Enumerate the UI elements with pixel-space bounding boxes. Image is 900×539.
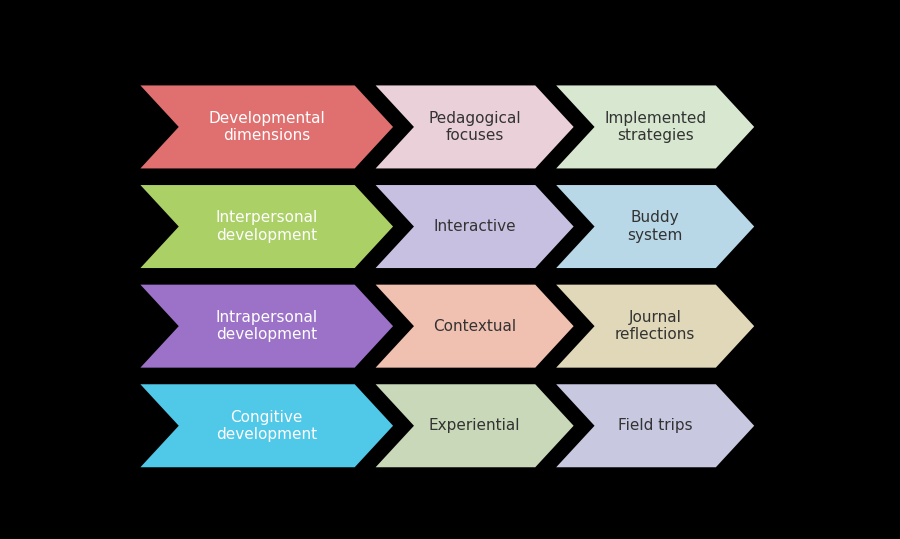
Text: Buddy
system: Buddy system — [627, 210, 683, 243]
Polygon shape — [375, 86, 573, 168]
Polygon shape — [375, 285, 573, 368]
Polygon shape — [556, 185, 754, 268]
Text: Intrapersonal
development: Intrapersonal development — [216, 310, 318, 342]
Text: Field trips: Field trips — [618, 418, 692, 433]
Text: Implemented
strategies: Implemented strategies — [604, 110, 707, 143]
Polygon shape — [140, 86, 393, 168]
Polygon shape — [556, 86, 754, 168]
Text: Interactive: Interactive — [433, 219, 516, 234]
Text: Pedagogical
focuses: Pedagogical focuses — [428, 110, 521, 143]
Polygon shape — [556, 384, 754, 467]
Polygon shape — [140, 185, 393, 268]
Text: Interpersonal
development: Interpersonal development — [216, 210, 318, 243]
Text: Journal
reflections: Journal reflections — [615, 310, 696, 342]
Polygon shape — [140, 285, 393, 368]
Text: Developmental
dimensions: Developmental dimensions — [208, 110, 325, 143]
Polygon shape — [375, 185, 573, 268]
Text: Congitive
development: Congitive development — [216, 410, 318, 442]
Text: Contextual: Contextual — [433, 319, 517, 334]
Text: Experiential: Experiential — [429, 418, 520, 433]
Polygon shape — [556, 285, 754, 368]
Polygon shape — [140, 384, 393, 467]
Polygon shape — [375, 384, 573, 467]
